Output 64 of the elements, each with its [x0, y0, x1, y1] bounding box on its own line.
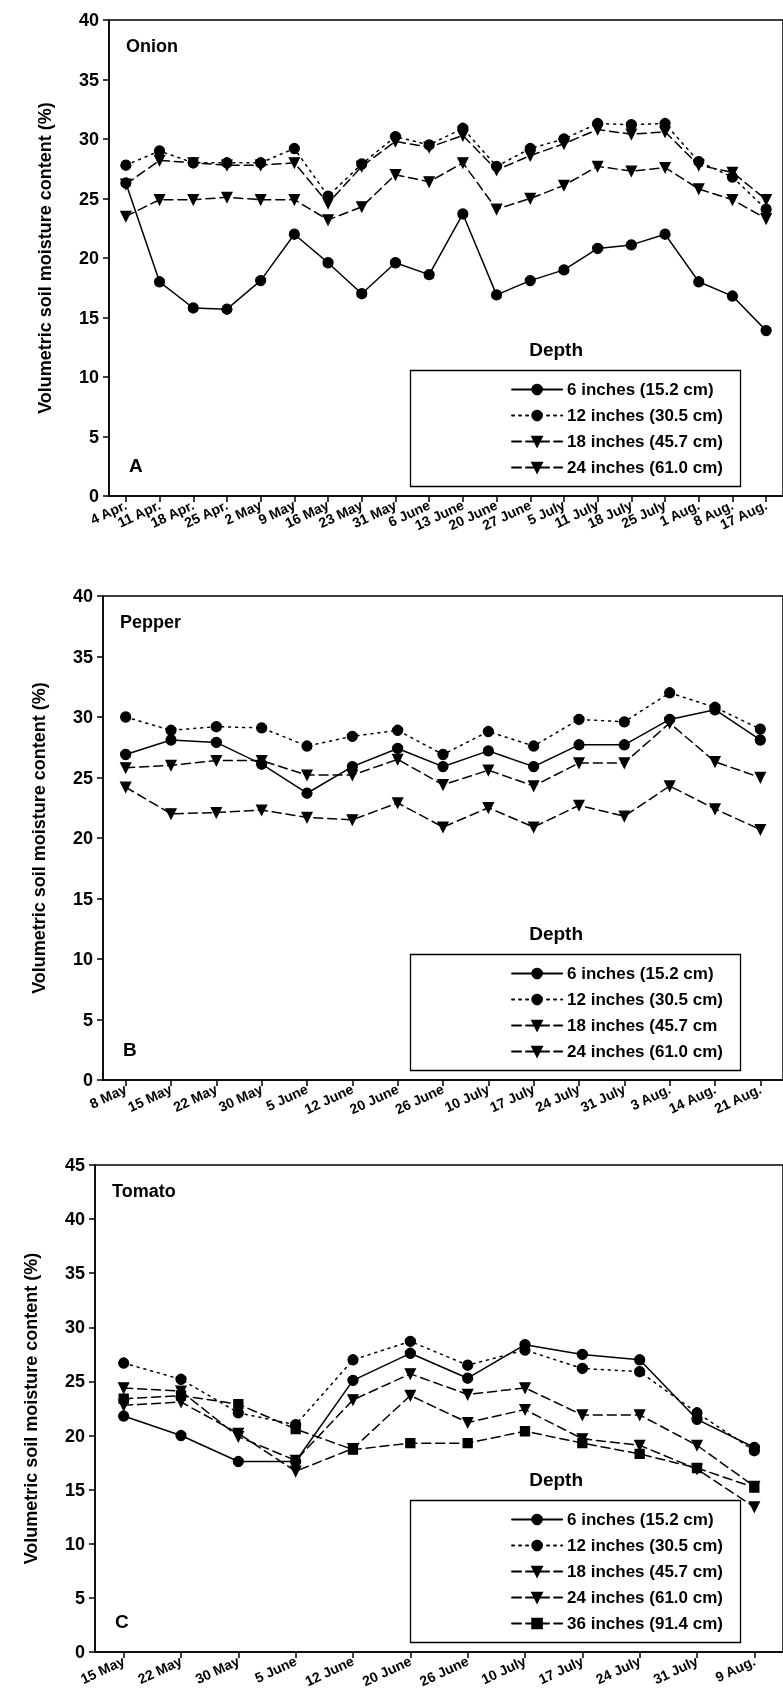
legend-label: 6 inches (15.2 cm): [567, 964, 714, 983]
legend-label: 24 inches (61.0 cm): [567, 1588, 724, 1607]
y-tick-label: 35: [78, 69, 99, 90]
y-tick-label: 15: [72, 888, 93, 909]
y-tick-label: 10: [78, 367, 99, 387]
legend-label: 12 inches (30.5 cm): [567, 990, 724, 1009]
y-axis-title: Volumetric soil moisture content (%): [29, 682, 49, 994]
x-tick-label: 12 June: [302, 1652, 357, 1690]
legend-label: 18 inches (45.7 cm: [567, 1016, 718, 1035]
y-tick-label: 25: [72, 767, 93, 788]
x-tick-label: 24 July: [593, 1652, 644, 1688]
y-tick-label: 0: [88, 486, 99, 506]
y-tick-label: 20: [64, 1425, 85, 1446]
y-tick-label: 0: [74, 1642, 85, 1662]
y-tick-label: 20: [72, 828, 93, 848]
y-axis-title: Volumetric soil moisture content (%): [35, 102, 55, 414]
annotation: C: [115, 1611, 129, 1632]
x-tick-label: 5 June: [252, 1652, 300, 1686]
y-tick-label: 40: [78, 10, 99, 30]
y-tick-label: 35: [72, 646, 93, 667]
y-tick-label: 5: [88, 426, 99, 447]
annotation: B: [123, 1039, 137, 1060]
y-tick-label: 45: [64, 1155, 85, 1175]
legend-title: Depth: [529, 923, 583, 944]
text: Tomato: [112, 1181, 176, 1201]
y-tick-label: 40: [64, 1209, 85, 1230]
y-tick-label: 35: [64, 1263, 85, 1284]
text: Pepper: [120, 612, 182, 632]
legend-label: 12 inches (30.5 cm): [567, 406, 724, 425]
annotation: A: [129, 455, 143, 476]
y-tick-label: 10: [64, 1533, 85, 1554]
y-tick-label: 15: [78, 307, 99, 328]
legend-title: Depth: [529, 339, 583, 360]
y-tick-label: 25: [78, 188, 99, 209]
legend-label: 6 inches (15.2 cm): [567, 1510, 714, 1529]
y-tick-label: 0: [82, 1070, 93, 1090]
y-tick-label: 5: [82, 1009, 93, 1030]
text: Onion: [126, 36, 178, 56]
legend-label: 18 inches (45.7 cm): [567, 432, 724, 451]
y-tick-label: 15: [64, 1479, 85, 1500]
y-tick-label: 30: [64, 1317, 85, 1338]
legend-label: 36 inches (91.4 cm): [567, 1614, 724, 1633]
y-tick-label: 30: [72, 707, 93, 727]
legend-label: 24 inches (61.0 cm): [567, 1042, 724, 1061]
x-tick-label: 30 May: [192, 1652, 242, 1687]
legend-label: 6 inches (15.2 cm): [567, 380, 714, 399]
x-tick-label: 17 July: [535, 1652, 586, 1688]
x-tick-label: 26 June: [417, 1652, 472, 1690]
legend-title: Depth: [529, 1469, 583, 1490]
legend-label: 24 inches (61.0 cm): [567, 458, 724, 477]
y-tick-label: 40: [72, 586, 93, 606]
x-tick-label: 22 May: [135, 1652, 185, 1687]
y-axis-title: Volumetric soil moisture content (%): [21, 1252, 41, 1565]
x-tick-label: 9 Aug.: [712, 1652, 758, 1686]
y-tick-label: 5: [74, 1587, 85, 1608]
x-tick-label: 10 July: [478, 1652, 529, 1688]
x-tick-label: 31 July: [650, 1652, 701, 1688]
legend-label: 18 inches (45.7 cm): [567, 1562, 724, 1581]
y-tick-label: 10: [72, 949, 93, 969]
y-tick-label: 30: [78, 129, 99, 149]
legend-label: 12 inches (30.5 cm): [567, 1536, 724, 1555]
y-tick-label: 25: [64, 1371, 85, 1392]
x-tick-label: 20 June: [359, 1652, 414, 1690]
y-tick-label: 20: [78, 248, 99, 268]
